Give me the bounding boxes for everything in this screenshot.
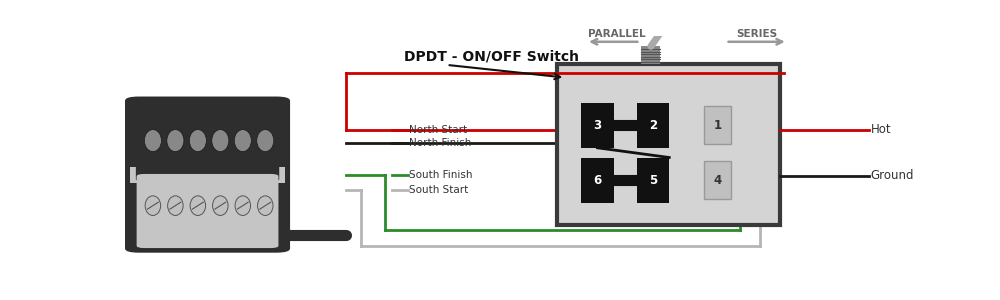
Text: North Finish: North Finish bbox=[409, 138, 472, 148]
FancyBboxPatch shape bbox=[581, 158, 614, 203]
Text: 5: 5 bbox=[649, 174, 657, 187]
Text: 2: 2 bbox=[649, 119, 657, 132]
FancyBboxPatch shape bbox=[136, 102, 279, 181]
FancyBboxPatch shape bbox=[581, 103, 614, 148]
Text: Ground: Ground bbox=[871, 169, 914, 182]
Ellipse shape bbox=[167, 130, 184, 152]
Text: 4: 4 bbox=[713, 174, 722, 187]
Ellipse shape bbox=[662, 11, 678, 20]
Ellipse shape bbox=[258, 196, 273, 215]
Text: SERIES: SERIES bbox=[736, 29, 777, 40]
FancyBboxPatch shape bbox=[704, 161, 731, 200]
Ellipse shape bbox=[213, 196, 228, 215]
Ellipse shape bbox=[257, 130, 274, 152]
Ellipse shape bbox=[234, 130, 251, 152]
FancyBboxPatch shape bbox=[704, 106, 731, 144]
FancyBboxPatch shape bbox=[637, 103, 669, 148]
FancyBboxPatch shape bbox=[557, 64, 780, 225]
Text: 1: 1 bbox=[714, 119, 722, 132]
FancyBboxPatch shape bbox=[271, 167, 285, 183]
Text: DPDT - ON/OFF Switch: DPDT - ON/OFF Switch bbox=[404, 50, 579, 64]
Ellipse shape bbox=[144, 130, 161, 152]
Text: Hot: Hot bbox=[871, 123, 891, 136]
FancyBboxPatch shape bbox=[125, 97, 290, 253]
Text: North Start: North Start bbox=[409, 124, 468, 135]
Ellipse shape bbox=[145, 196, 161, 215]
Text: 6: 6 bbox=[593, 174, 602, 187]
Ellipse shape bbox=[168, 196, 183, 215]
Text: PARALLEL: PARALLEL bbox=[588, 29, 646, 40]
Text: 3: 3 bbox=[593, 119, 602, 132]
FancyBboxPatch shape bbox=[137, 174, 278, 248]
Text: South Finish: South Finish bbox=[409, 169, 473, 180]
FancyBboxPatch shape bbox=[641, 46, 660, 64]
Ellipse shape bbox=[189, 130, 206, 152]
Ellipse shape bbox=[190, 196, 206, 215]
FancyBboxPatch shape bbox=[637, 158, 669, 203]
Ellipse shape bbox=[235, 196, 251, 215]
Text: South Start: South Start bbox=[409, 184, 469, 195]
Ellipse shape bbox=[212, 130, 229, 152]
FancyBboxPatch shape bbox=[130, 167, 144, 183]
